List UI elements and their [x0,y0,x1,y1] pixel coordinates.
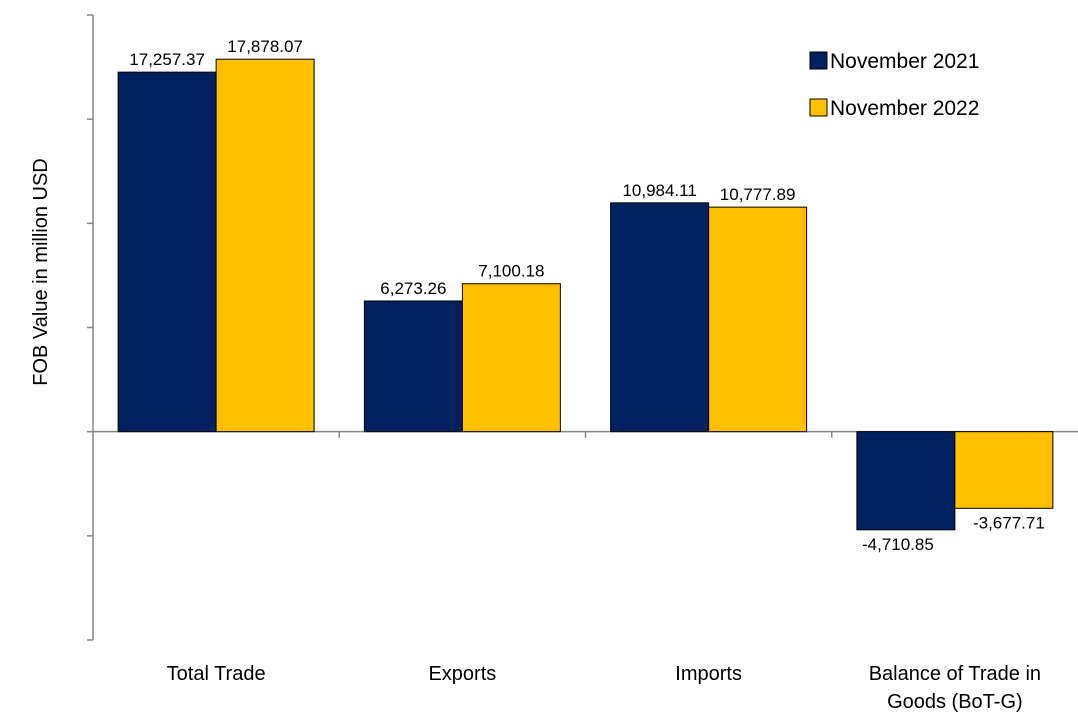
data-label: 17,257.37 [129,50,205,69]
x-tick-label: Total Trade [167,663,266,685]
legend-swatch [809,51,828,70]
value-labels: 17,257.37 17,878.07 6,273.26 7,100.18 10,984… [129,37,1044,554]
bars [117,58,1054,531]
data-label: 7,100.18 [478,262,544,281]
x-tick-label: Imports [675,663,742,685]
category-labels: Total Trade Exports Imports Balance of Trad… [167,663,1041,713]
bar-november-2021 [117,71,217,433]
x-tick-label: Balance of Trade in [869,663,1041,685]
x-tick-label: Exports [428,663,496,685]
legend: November 2021 November 2022 [809,50,979,120]
bar-november-2022 [215,58,315,433]
data-label: 10,984.11 [622,181,696,200]
data-label: -4,710.85 [862,535,934,554]
legend-swatch [809,98,828,117]
x-tick-label: Goods (BoT-G) [887,691,1023,713]
bar-november-2021 [856,431,956,531]
data-label: 10,777.89 [720,185,796,204]
data-label: -3,677.71 [973,513,1045,532]
legend-label: November 2021 [830,50,979,73]
bar-november-2021 [610,202,710,433]
bar-november-2021 [363,300,463,433]
data-label: 17,878.07 [227,37,303,56]
bar-november-2022 [708,206,808,433]
legend-label: November 2022 [830,97,979,120]
y-axis-label: FOB Value in million USD [30,158,52,385]
data-label: 6,273.26 [380,279,446,298]
bar-november-2022 [461,283,561,433]
bar-november-2022 [954,431,1054,509]
